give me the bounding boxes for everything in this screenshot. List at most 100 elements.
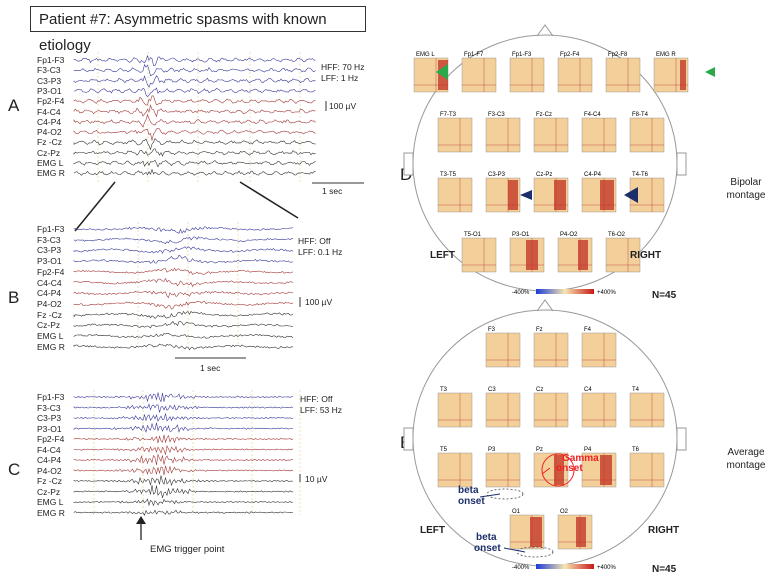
panel-c-trace [73, 509, 294, 516]
panel-b-trace [73, 254, 294, 264]
gamma-onset-label-1: Gamma [562, 453, 599, 464]
average-left-ear [403, 427, 414, 451]
panel-a-channel-label: EMG L [37, 158, 64, 168]
panel-b-channel-label: C4-C4 [37, 277, 62, 288]
bipolar-time-frequency-map: F3-C3 [485, 112, 521, 153]
panel-b-channel-label: C4-P4 [37, 288, 62, 299]
panel-c-channel-label: F4-C4 [37, 444, 61, 455]
bipolar-map-label: F8-T4 [632, 112, 649, 118]
average-map-label: T5 [440, 447, 448, 453]
panel-c-channel-label: C4-P4 [37, 455, 62, 465]
average-time-frequency-map: Fz [533, 327, 569, 368]
panel-label-c: C [8, 460, 21, 479]
average-map-label: P3 [488, 447, 496, 453]
average-nose [536, 299, 554, 312]
average-colorbar-max: +400% [597, 565, 617, 571]
c4-p4-marker [624, 187, 638, 203]
panel-c-channel-label: EMG L [37, 497, 64, 507]
panel-b-trace [73, 277, 294, 288]
average-time-frequency-map: O2 [557, 509, 593, 550]
panel-a-lff: LFF: 1 Hz [321, 73, 359, 83]
average-map-label: F3 [488, 327, 496, 333]
panel-c-channel-label: C3-P3 [37, 413, 62, 423]
panel-c-trace [73, 422, 294, 433]
panel-c-channel-label: EMG R [37, 507, 65, 518]
average-map-label: T6 [632, 447, 640, 453]
bipolar-map-label: Cz-Pz [536, 172, 552, 178]
bipolar-time-frequency-map: T5-O1 [461, 232, 497, 273]
panel-a-channel-label: Cz-Pz [37, 147, 61, 158]
bipolar-time-frequency-map: T6-O2 [605, 232, 641, 273]
panel-b-trace [73, 321, 294, 329]
panel-b-trace [73, 310, 294, 319]
average-colorbar [536, 564, 594, 569]
panel-b-channel-label: Fz -Cz [37, 309, 63, 320]
panel-b-trace [73, 343, 294, 351]
bipolar-colorbar-max: +400% [597, 290, 617, 296]
beta-onset-2-label-1: beta [476, 532, 497, 543]
panel-c-scale: 10 µV [305, 474, 328, 484]
bipolar-colorbar-min: -400% [512, 290, 530, 296]
bipolar-time-frequency-map: Cz-Pz [533, 172, 569, 213]
panel-b-trace [73, 246, 294, 254]
bipolar-left-ear [403, 152, 414, 176]
bipolar-map-label: Fp1-F3 [512, 52, 532, 58]
figure-title: Patient #7: Asymmetric spasms with known… [30, 6, 366, 54]
beta-onset-2-arrow [503, 547, 526, 553]
panel-c-channel-label: Fp2-F4 [37, 434, 65, 444]
panel-label-a: A [8, 96, 20, 115]
panel-a-channel-label: P3-O1 [37, 85, 62, 96]
panel-a-trace [73, 138, 316, 151]
bipolar-right-label: RIGHT [630, 250, 661, 261]
panel-c-trace [73, 392, 294, 403]
bipolar-time-frequency-map: T3-T5 [437, 172, 473, 213]
average-map-label: O1 [512, 509, 521, 515]
beta-onset-1-label-1: beta [458, 485, 479, 496]
average-time-frequency-map: T5 [437, 447, 473, 488]
average-map-label: Cz [536, 387, 543, 393]
panel-a-trace [73, 159, 316, 168]
panel-b-trace [73, 236, 293, 244]
bipolar-time-frequency-map: F7-T3 [437, 112, 473, 153]
panel-b-lff: LFF: 0.1 Hz [298, 247, 343, 257]
panel-a-channel-label: Fz -Cz [37, 137, 63, 148]
average-time-frequency-map: Cz [533, 387, 569, 428]
gamma-onset-circle [541, 453, 575, 487]
panel-b-scale: 100 µV [305, 297, 333, 307]
bipolar-map-label: Fp1-F7 [464, 52, 484, 58]
panel-c-trace [73, 485, 294, 499]
bipolar-time-frequency-map: Fp1-F3 [509, 52, 545, 93]
panel-b-trace [73, 226, 294, 234]
panel-b-channel-label: P3-O1 [37, 256, 62, 267]
average-right-ear [676, 427, 687, 451]
panel-c-trace [73, 465, 294, 476]
panel-b-trace [73, 300, 294, 310]
panel-a-channel-label: Fp2-F4 [37, 96, 65, 107]
panel-b-channel-label: C3-P3 [37, 245, 62, 256]
panel-a-trace [73, 87, 316, 98]
average-map-label: T3 [440, 387, 448, 393]
c3-p3-marker [520, 190, 532, 200]
panel-c-channel-label: Cz-Pz [37, 486, 61, 497]
beta-onset-ellipse-1 [486, 488, 524, 500]
panel-a-trace [73, 104, 316, 118]
bipolar-map-label: Fp2-F4 [560, 52, 580, 58]
average-right-label: RIGHT [648, 525, 679, 536]
panel-c-trace [73, 498, 294, 507]
average-time-frequency-map: O1 [509, 509, 545, 550]
average-time-frequency-map: F4 [581, 327, 617, 368]
panel-a-trace [73, 128, 316, 141]
panel-a-trace [73, 95, 316, 106]
panel-b-channel-label: Fp1-F3 [37, 224, 65, 234]
average-map-label: O2 [560, 509, 569, 515]
trigger-arrow-head [136, 516, 146, 524]
emg-left-marker [436, 64, 448, 80]
panel-c-trigger: EMG trigger point [150, 544, 225, 555]
panel-c-channel-label: P3-O1 [37, 423, 62, 434]
panel-a-channel-label: C4-P4 [37, 116, 62, 127]
bipolar-map-label: EMG L [416, 52, 435, 58]
panel-b-channel-label: EMG L [37, 331, 64, 341]
average-left-label: LEFT [420, 525, 445, 536]
average-time-frequency-map: C4 [581, 387, 617, 428]
panel-b-channel-label: Fp2-F4 [37, 266, 65, 277]
